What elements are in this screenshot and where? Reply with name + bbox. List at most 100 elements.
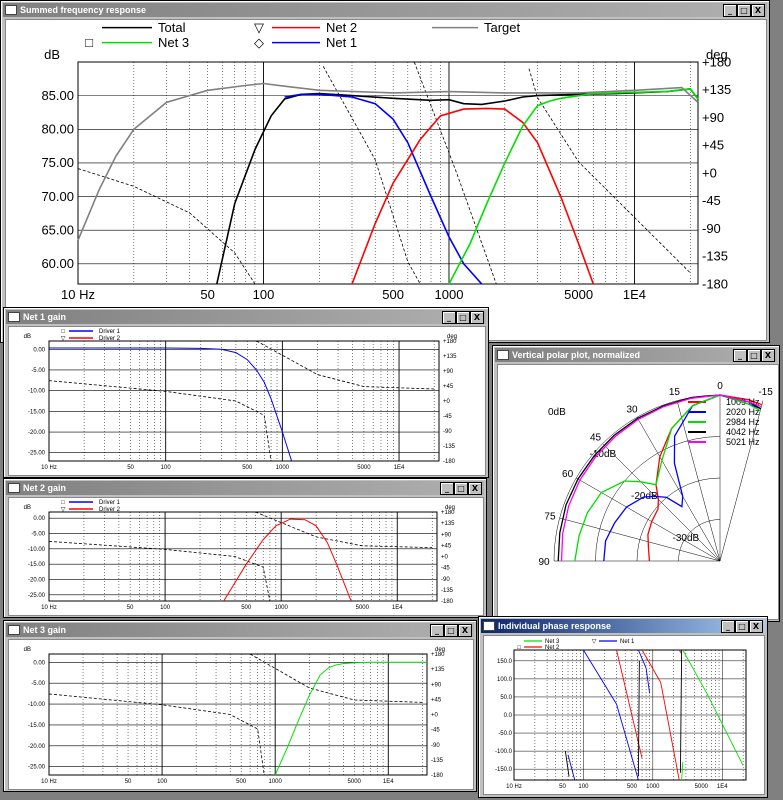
y2-tick-label: -135	[443, 444, 456, 450]
series-line-net-1	[284, 93, 483, 285]
y-tick-label: 100.0	[497, 677, 513, 683]
series-line-target	[77, 82, 699, 241]
legend-label: 5021 Hz	[726, 437, 760, 447]
summed-frequency-chart: 85.00 80.00 75.00 70.00 65.00 60.00 +180 +135 +9…	[41, 20, 731, 302]
net2-gain-plot-area[interactable]: 0.00 -5.00 -10.00 -15.00 -20.00 -25.00 +180 +13…	[8, 497, 484, 616]
y2-tick-label: +135	[441, 521, 455, 527]
phase-response-titlebar[interactable]: Individual phase response _ □ X	[481, 619, 765, 633]
window-icon	[8, 312, 20, 322]
net3-gain-titlebar[interactable]: Net 3 gain _ □ X	[6, 623, 474, 637]
x-tick-label: 1E4	[394, 465, 405, 471]
close-button[interactable]: X	[470, 311, 484, 324]
legend-label: Driver 1	[99, 500, 121, 506]
maximize-button[interactable]: □	[454, 482, 468, 495]
minimize-button[interactable]: _	[721, 620, 735, 633]
y2-tick-label: -135	[431, 758, 444, 764]
legend-marker: ◇	[254, 35, 264, 50]
summed-frequency-window: Summed frequency response _ □ X 85.00 80.…	[0, 0, 770, 343]
y2-tick-label: +0	[443, 399, 451, 405]
x-tick-label: 100	[161, 465, 172, 471]
net2-gain-window: Net 2 gain _ □ X 0.00 -5.00 -10.00 -15.00 -2…	[3, 478, 487, 618]
y-tick-label: -15.00	[28, 409, 46, 415]
minimize-button[interactable]: _	[430, 624, 444, 637]
y2-tick-label: +45	[702, 138, 724, 153]
legend-label: Net 3	[158, 35, 189, 50]
y-tick-label: -20.00	[28, 578, 46, 584]
y-tick-label: 0.00	[33, 660, 45, 666]
phase-segment	[637, 660, 640, 777]
angle-label: 30	[626, 405, 638, 416]
close-button[interactable]: X	[749, 620, 763, 633]
x-tick-label: 500	[242, 465, 253, 471]
maximize-button[interactable]: □	[444, 624, 458, 637]
y-tick-label: -5.00	[31, 681, 45, 687]
polar-plot-area[interactable]: 0dB -10dB -20dB -30dB 90 75 60 45 30 15 0 -15 1009 H…	[497, 364, 779, 620]
x-tick-label: 1000	[435, 287, 464, 302]
legend-marker: □	[517, 645, 521, 651]
legend-marker: ▽	[61, 507, 66, 513]
net1-gain-titlebar[interactable]: Net 1 gain _ □ X	[6, 310, 486, 324]
minimize-button[interactable]: _	[733, 349, 747, 362]
phase-response-plot-area[interactable]: 150.0 100.0 50.0 0.0 -50.0 -100.0 -150.0 10 Hz 5…	[483, 635, 765, 795]
phase-curve	[48, 540, 271, 602]
phase-curve	[413, 61, 497, 285]
y-tick-label: -25.00	[28, 593, 46, 599]
angle-label: 45	[590, 433, 602, 444]
polar-spoke	[636, 417, 721, 562]
x-tick-label: 500	[627, 784, 638, 790]
close-button[interactable]: X	[458, 624, 472, 637]
x-tick-label: 5000	[356, 605, 370, 611]
y2-tick-label: +90	[441, 532, 452, 538]
y-tick-label: 65.00	[41, 223, 74, 238]
y2-tick-label: -45	[443, 414, 452, 420]
y-tick-label: -20.00	[28, 744, 46, 750]
r-tick-label: -10dB	[590, 449, 617, 460]
phase-curve	[48, 380, 272, 462]
y2-tick-label: -180	[443, 459, 456, 465]
polar-spoke	[559, 517, 721, 562]
y-tick-label: 70.00	[41, 189, 74, 204]
summed-frequency-titlebar[interactable]: Summed frequency response _ □ X	[3, 3, 767, 17]
legend-label: Net 3	[545, 639, 560, 645]
minimize-button[interactable]: _	[442, 311, 456, 324]
x-tick-label: 1E4	[392, 605, 403, 611]
minimize-button[interactable]: _	[440, 482, 454, 495]
plot-frame	[48, 340, 440, 462]
legend-label: Driver 2	[99, 507, 121, 513]
phase-segment	[616, 649, 643, 759]
y-tick-label: 50.0	[500, 695, 512, 701]
net3-gain-plot-area[interactable]: 0.00 -5.00 -10.00 -15.00 -20.00 -25.00 +180 +13…	[8, 639, 474, 790]
y2-tick-label: +180	[441, 510, 455, 516]
x-tick-label: 100	[578, 784, 589, 790]
y-tick-label: -10.00	[28, 702, 46, 708]
y-tick-label: -150.0	[495, 767, 513, 773]
maximize-button[interactable]: □	[456, 311, 470, 324]
polar-plot-titlebar[interactable]: Vertical polar plot, normalized _ □ X	[495, 348, 777, 362]
close-button[interactable]: X	[761, 349, 775, 362]
legend-label: Net 2	[326, 20, 357, 35]
y-tick-label: 0.00	[33, 516, 45, 522]
polar-spoke	[602, 443, 721, 562]
polar-plot-window: Vertical polar plot, normalized _ □ X 0d…	[492, 345, 780, 622]
net1-gain-plot-area[interactable]: 0.00 -5.00 -10.00 -15.00 -20.00 -25.00 +180 +13…	[8, 326, 486, 476]
y-tick-label: -15.00	[28, 562, 46, 568]
minimize-button[interactable]: _	[723, 4, 737, 17]
legend-marker: □	[61, 500, 65, 506]
phase-segment	[660, 682, 680, 781]
y2-tick-label: +45	[431, 697, 442, 703]
maximize-button[interactable]: □	[747, 349, 761, 362]
summed-frequency-plot-area[interactable]: 85.00 80.00 75.00 70.00 65.00 60.00 +180 +135 +9…	[5, 19, 767, 341]
close-button[interactable]: X	[751, 4, 765, 17]
close-button[interactable]: X	[468, 482, 482, 495]
y2-tick-label: +90	[443, 369, 454, 375]
y-tick-label: 0.00	[33, 347, 45, 353]
phase-segment	[564, 751, 570, 777]
y2-tick-label: +45	[443, 384, 454, 390]
series-line-net-3	[448, 88, 699, 285]
maximize-button[interactable]: □	[735, 620, 749, 633]
net2-gain-titlebar[interactable]: Net 2 gain _ □ X	[6, 481, 484, 495]
net3-gain-chart: 0.00 -5.00 -10.00 -15.00 -20.00 -25.00 +180 +13…	[24, 647, 446, 785]
maximize-button[interactable]: □	[737, 4, 751, 17]
legend-label: Target	[484, 20, 521, 35]
x-tick-label: 500	[241, 605, 252, 611]
